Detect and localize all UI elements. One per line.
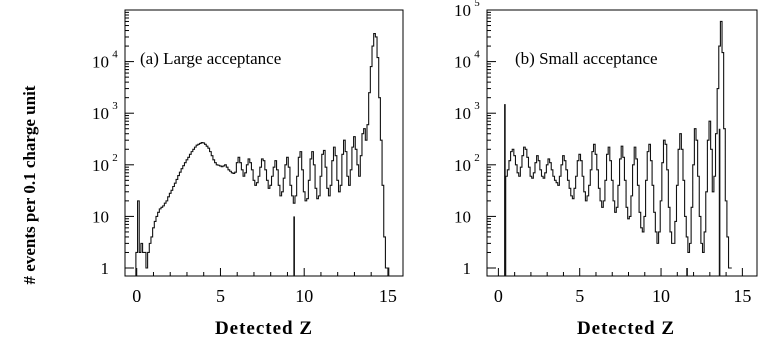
- panel-b-annotation: (b) Small acceptance: [515, 49, 658, 68]
- y-tick-exponent: 4: [474, 49, 480, 61]
- y-tick-label: 1: [463, 259, 472, 278]
- y-tick-label: 10: [454, 207, 471, 226]
- y-tick-exponent: 5: [474, 0, 480, 9]
- panel-b-frame: [486, 9, 758, 277]
- x-tick-label: 5: [216, 286, 225, 306]
- y-tick-exponent: 2: [112, 152, 118, 164]
- y-tick-exponent: 4: [112, 49, 118, 61]
- y-tick-label: 10: [92, 53, 109, 72]
- y-tick-label: 10: [92, 104, 109, 123]
- x-tick-label: 10: [295, 286, 313, 306]
- x-tick-label: 15: [733, 286, 751, 306]
- y-tick-label: 10: [454, 1, 471, 20]
- y-tick-label: 10: [454, 156, 471, 175]
- x-tick-label: 10: [652, 286, 670, 306]
- y-tick-label: 10: [92, 156, 109, 175]
- panel-a-frame: [124, 9, 404, 277]
- panel-b-series: [504, 20, 732, 276]
- y-tick-exponent: 3: [474, 100, 480, 112]
- x-tick-label: 15: [379, 286, 397, 306]
- panel-a-annotation: (a) Large acceptance: [140, 49, 281, 68]
- panel-a-ticks: [125, 9, 389, 276]
- panel-a-x-axis-label: Detected Z: [215, 318, 313, 339]
- y-tick-label: 1: [101, 259, 110, 278]
- panel-b-x-axis-label: Detected Z: [577, 318, 675, 339]
- x-tick-label: 0: [494, 286, 503, 306]
- x-tick-label: 0: [132, 286, 141, 306]
- histogram-line: [135, 32, 390, 276]
- y-tick-exponent: 2: [474, 152, 480, 164]
- panel-b-ticks: [487, 9, 743, 276]
- x-tick-label: 5: [575, 286, 584, 306]
- y-tick-exponent: 3: [112, 100, 118, 112]
- panel-a-series: [135, 32, 390, 276]
- histogram-line: [505, 20, 732, 276]
- y-tick-label: 10: [454, 104, 471, 123]
- y-tick-label: 10: [92, 207, 109, 226]
- y-tick-label: 10: [454, 53, 471, 72]
